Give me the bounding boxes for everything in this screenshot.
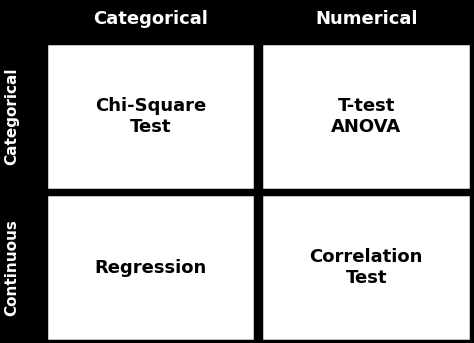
- Text: Chi-Square
Test: Chi-Square Test: [95, 97, 206, 136]
- FancyBboxPatch shape: [46, 43, 255, 190]
- Text: Categorical: Categorical: [4, 68, 19, 165]
- Text: T-test
ANOVA: T-test ANOVA: [331, 97, 401, 136]
- FancyBboxPatch shape: [261, 194, 471, 341]
- Text: Categorical: Categorical: [93, 10, 208, 27]
- Text: Regression: Regression: [94, 259, 207, 276]
- Text: Correlation
Test: Correlation Test: [310, 248, 423, 287]
- Text: Continuous: Continuous: [4, 219, 19, 316]
- FancyBboxPatch shape: [261, 43, 471, 190]
- Text: Numerical: Numerical: [315, 10, 418, 27]
- FancyBboxPatch shape: [46, 194, 255, 341]
